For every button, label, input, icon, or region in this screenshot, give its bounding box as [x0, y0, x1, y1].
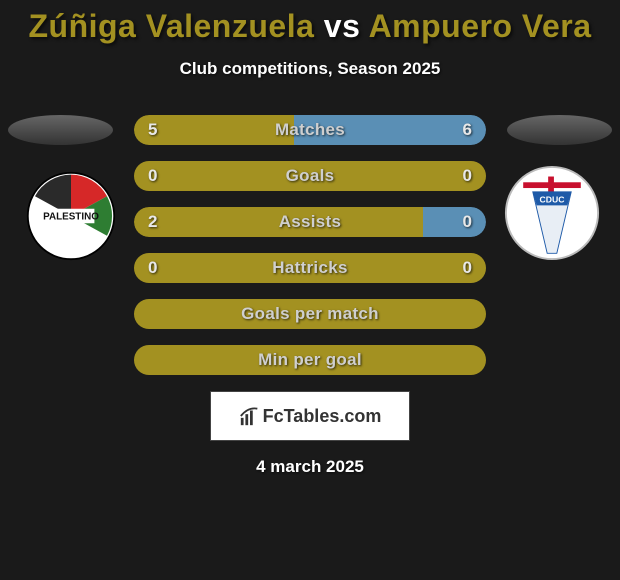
stat-label: Min per goal	[134, 350, 486, 370]
attribution-text: FcTables.com	[239, 405, 382, 427]
stat-label: Matches	[134, 120, 486, 140]
attribution-label: FcTables.com	[263, 406, 382, 427]
stat-value-left: 0	[148, 166, 157, 186]
uc-badge-icon: CDUC	[504, 165, 600, 261]
player-left-name: Zúñiga Valenzuela	[28, 8, 314, 44]
date-label: 4 march 2025	[0, 457, 620, 477]
comparison-title: Zúñiga Valenzuela vs Ampuero Vera	[0, 0, 620, 45]
subtitle: Club competitions, Season 2025	[0, 59, 620, 79]
stat-label: Hattricks	[134, 258, 486, 278]
stat-value-right: 0	[463, 166, 472, 186]
stat-bar-row: Goals0 0	[134, 161, 486, 191]
stat-bar-row: Hattricks0 0	[134, 253, 486, 283]
palestino-badge-icon: PALESTINO	[26, 171, 116, 261]
stat-label: Goals	[134, 166, 486, 186]
stat-value-left: 0	[148, 258, 157, 278]
stat-value-right: 6	[463, 120, 472, 140]
stat-bar-row: Assists2 0	[134, 207, 486, 237]
player-left-club-badge: PALESTINO	[26, 171, 116, 261]
player-right-avatar-placeholder	[507, 115, 612, 145]
stat-bars-container: Matches56Goals00Assists20Hattricks00Goal…	[134, 115, 486, 375]
player-left-avatar-placeholder	[8, 115, 113, 145]
stat-value-left: 5	[148, 120, 157, 140]
player-right-name: Ampuero Vera	[369, 8, 592, 44]
player-right-club-badge: CDUC	[504, 165, 600, 261]
stat-label: Goals per match	[134, 304, 486, 324]
stat-bar-row: Min per goal	[134, 345, 486, 375]
stat-label: Assists	[134, 212, 486, 232]
stat-value-right: 0	[463, 212, 472, 232]
svg-text:CDUC: CDUC	[540, 194, 565, 204]
attribution-box: FcTables.com	[210, 391, 410, 441]
stat-value-left: 2	[148, 212, 157, 232]
vs-text: vs	[324, 8, 361, 44]
stat-bar-row: Goals per match	[134, 299, 486, 329]
comparison-body: PALESTINO CDUC Matches56Goals00Assists20…	[0, 115, 620, 477]
stat-bar-row: Matches5 6	[134, 115, 486, 145]
stat-value-right: 0	[463, 258, 472, 278]
svg-text:PALESTINO: PALESTINO	[43, 212, 99, 223]
fctables-logo-icon	[239, 405, 261, 427]
